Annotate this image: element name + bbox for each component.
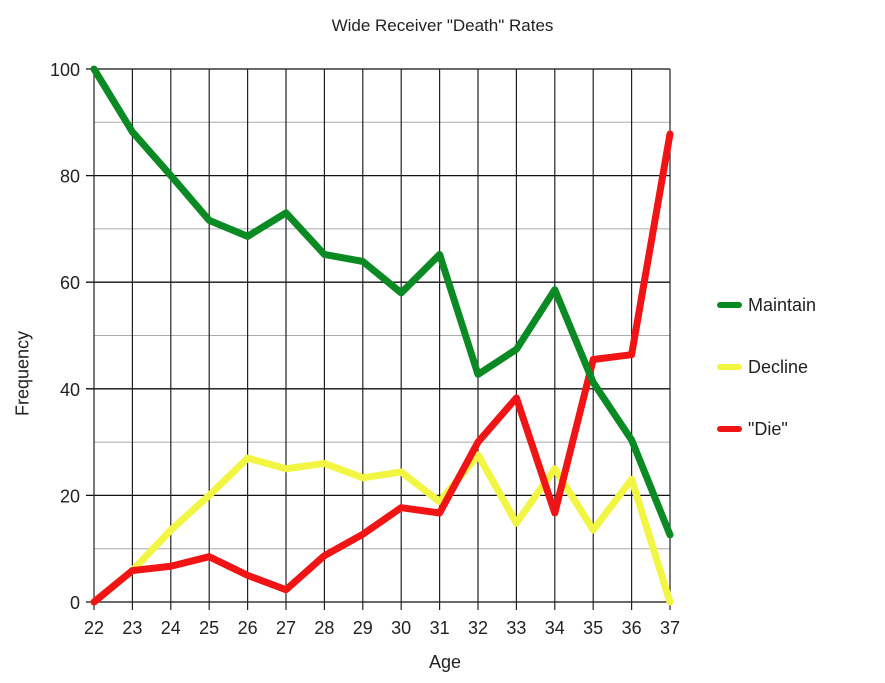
x-tick-label: 25 (199, 618, 219, 638)
x-tick-label: 34 (545, 618, 565, 638)
y-tick-label: 20 (60, 486, 80, 506)
legend-item-die: "Die" (717, 398, 816, 460)
x-tick-label: 22 (84, 618, 104, 638)
y-tick-label: 80 (60, 167, 80, 187)
legend-swatch-maintain (717, 302, 742, 308)
x-tick-label: 27 (276, 618, 296, 638)
legend-label: Maintain (748, 294, 817, 315)
x-tick-label: 28 (314, 618, 334, 638)
series-line-maintain (90, 65, 674, 539)
y-tick-label: 40 (60, 380, 80, 400)
series-line-die (90, 130, 674, 606)
legend-item-maintain: Maintain (717, 274, 816, 336)
x-tick-label: 36 (622, 618, 642, 638)
x-tick-label: 23 (122, 618, 142, 638)
y-axis-label: Frequency (12, 330, 33, 417)
legend-swatch-die (717, 426, 742, 432)
series-line-decline (90, 451, 674, 606)
legend-label: "Die" (748, 418, 788, 439)
chart-title: Wide Receiver "Death" Rates (331, 16, 554, 35)
x-tick-label: 31 (430, 618, 450, 638)
y-tick-label: 100 (50, 60, 80, 80)
x-tick-label: 33 (506, 618, 526, 638)
x-axis-label: Age (428, 652, 462, 672)
x-tick-label: 37 (660, 618, 680, 638)
legend-swatch-decline (717, 364, 742, 370)
y-tick-label: 0 (70, 593, 80, 613)
x-tick-label: 35 (583, 618, 603, 638)
legend-label: Decline (748, 356, 809, 377)
x-tick-label: 24 (161, 618, 181, 638)
legend-item-decline: Decline (717, 336, 816, 398)
x-tick-label: 29 (353, 618, 373, 638)
x-tick-label: 26 (238, 618, 258, 638)
legend: Maintain Decline "Die" (717, 274, 816, 460)
x-tick-label: 30 (391, 618, 411, 638)
y-tick-label: 60 (60, 273, 80, 293)
x-tick-label: 32 (468, 618, 488, 638)
